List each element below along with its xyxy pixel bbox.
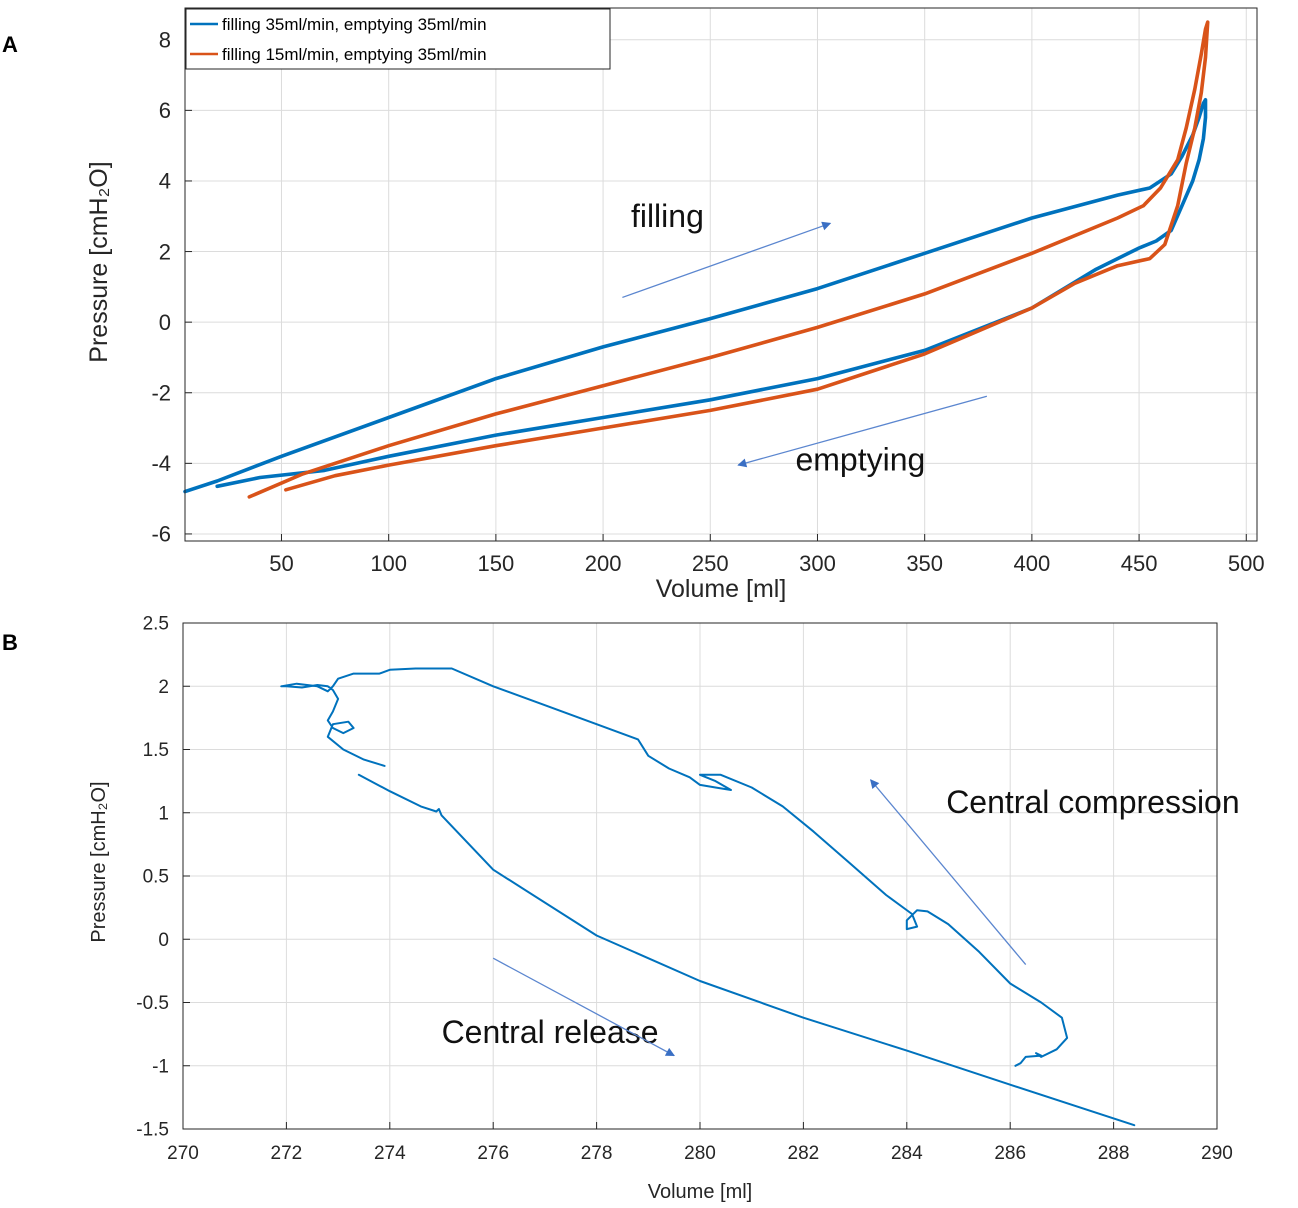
panel-a-legend: filling 35ml/min, emptying 35ml/min fill… (185, 8, 611, 70)
y-tick-label: 0 (159, 310, 171, 335)
panel-b-letter: B (2, 630, 18, 655)
y-tick-label: -6 (151, 522, 171, 547)
y-tick-label: 4 (159, 169, 171, 194)
y-tick-label: 1 (158, 803, 169, 824)
x-tick-label: 200 (585, 551, 622, 576)
panel-b-chart: 270 272 274 276 278 280 282 284 286 288 290 -1.5-1… (88, 614, 1240, 1203)
y-tick-label: -1.5 (136, 1120, 169, 1141)
x-tick-label: 500 (1228, 551, 1265, 576)
x-tick-label: 400 (1014, 551, 1051, 576)
x-tick-label: 350 (906, 551, 943, 576)
series-line-1-segment-1 (280, 667, 1069, 1067)
x-tick-label: 300 (799, 551, 836, 576)
panel-b-x-ticks: 270 272 274 276 278 280 282 284 286 288 290 (167, 1122, 1233, 1164)
annotation-arrow-2 (737, 395, 988, 468)
y-tick-label: -2 (151, 380, 171, 405)
panel-a-x-ticks: 50 100 150 200 250 300 350 400 450 500 (269, 534, 1265, 576)
x-tick-label: 276 (477, 1143, 509, 1164)
panel-b-x-axis-label: Volume [ml] (648, 1181, 752, 1203)
x-tick-label: 282 (788, 1143, 820, 1164)
panel-b-y-axis-label: Pressure [cmH₂O] (88, 781, 110, 942)
x-tick-label: 272 (271, 1143, 303, 1164)
annotation-arrow-2 (492, 957, 675, 1057)
x-tick-label: 270 (167, 1143, 199, 1164)
annotation-1: Central compression (946, 784, 1239, 820)
y-tick-label: -4 (151, 451, 171, 476)
annotation-1: filling (631, 198, 704, 234)
panel-a-letter: A (2, 32, 18, 57)
panel-b-y-ticks: -1.5 -1 -0.5 0 0.5 1 1.5 2 2.5 (136, 614, 190, 1141)
annotation-arrow-1 (870, 779, 1027, 965)
panel-a-x-axis-label: Volume [ml] (656, 575, 787, 603)
annotation-arrow-1 (622, 221, 832, 299)
y-tick-label: -0.5 (136, 993, 169, 1014)
legend-entry-series-1: filling 35ml/min, emptying 35ml/min (222, 15, 487, 34)
x-tick-label: 284 (891, 1143, 923, 1164)
y-tick-label: 2 (159, 239, 171, 264)
x-tick-label: 450 (1121, 551, 1158, 576)
legend-entry-series-2: filling 15ml/min, emptying 35ml/min (222, 45, 487, 64)
panel-a-y-axis-label: Pressure [cmH₂O] (85, 161, 113, 362)
annotation-2: emptying (795, 441, 925, 477)
x-tick-label: 288 (1098, 1143, 1130, 1164)
panel-a-axes-box (184, 7, 1258, 542)
y-tick-label: 6 (159, 98, 171, 123)
panel-b-annotations: Central compression Central release (442, 779, 1240, 1057)
legend-box (185, 8, 611, 70)
x-tick-label: 290 (1201, 1143, 1233, 1164)
x-tick-label: 50 (269, 551, 293, 576)
series-line-1-segment-2 (357, 773, 1136, 1127)
y-tick-label: 2.5 (143, 614, 169, 635)
x-tick-label: 150 (478, 551, 515, 576)
x-tick-label: 286 (994, 1143, 1026, 1164)
panel-a-series (183, 20, 1210, 499)
x-tick-label: 278 (581, 1143, 613, 1164)
y-tick-label: 0.5 (143, 867, 169, 888)
panel-b-series (280, 667, 1136, 1127)
y-tick-label: 2 (158, 677, 169, 698)
panel-a-y-ticks: -6 -4 -2 0 2 4 6 8 (151, 27, 192, 547)
series-line-1 (183, 98, 1208, 494)
series-line-2 (247, 20, 1210, 499)
x-tick-label: 250 (692, 551, 729, 576)
x-tick-label: 274 (374, 1143, 406, 1164)
x-tick-label: 280 (684, 1143, 716, 1164)
y-tick-label: 0 (158, 930, 169, 951)
y-tick-label: -1 (152, 1056, 169, 1077)
panel-a-chart: 50 100 150 200 250 300 350 400 450 500 -6 -4 -2 0 2 4 6… (85, 7, 1265, 603)
x-tick-label: 100 (370, 551, 407, 576)
y-tick-label: 8 (159, 27, 171, 52)
y-tick-label: 1.5 (143, 740, 169, 761)
panel-a-annotations: filling emptying (622, 198, 988, 477)
annotation-2: Central release (442, 1014, 659, 1050)
